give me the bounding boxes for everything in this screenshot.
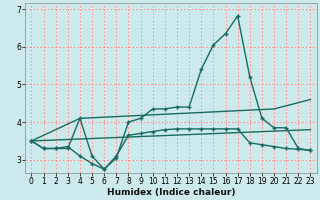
X-axis label: Humidex (Indice chaleur): Humidex (Indice chaleur) <box>107 188 235 197</box>
